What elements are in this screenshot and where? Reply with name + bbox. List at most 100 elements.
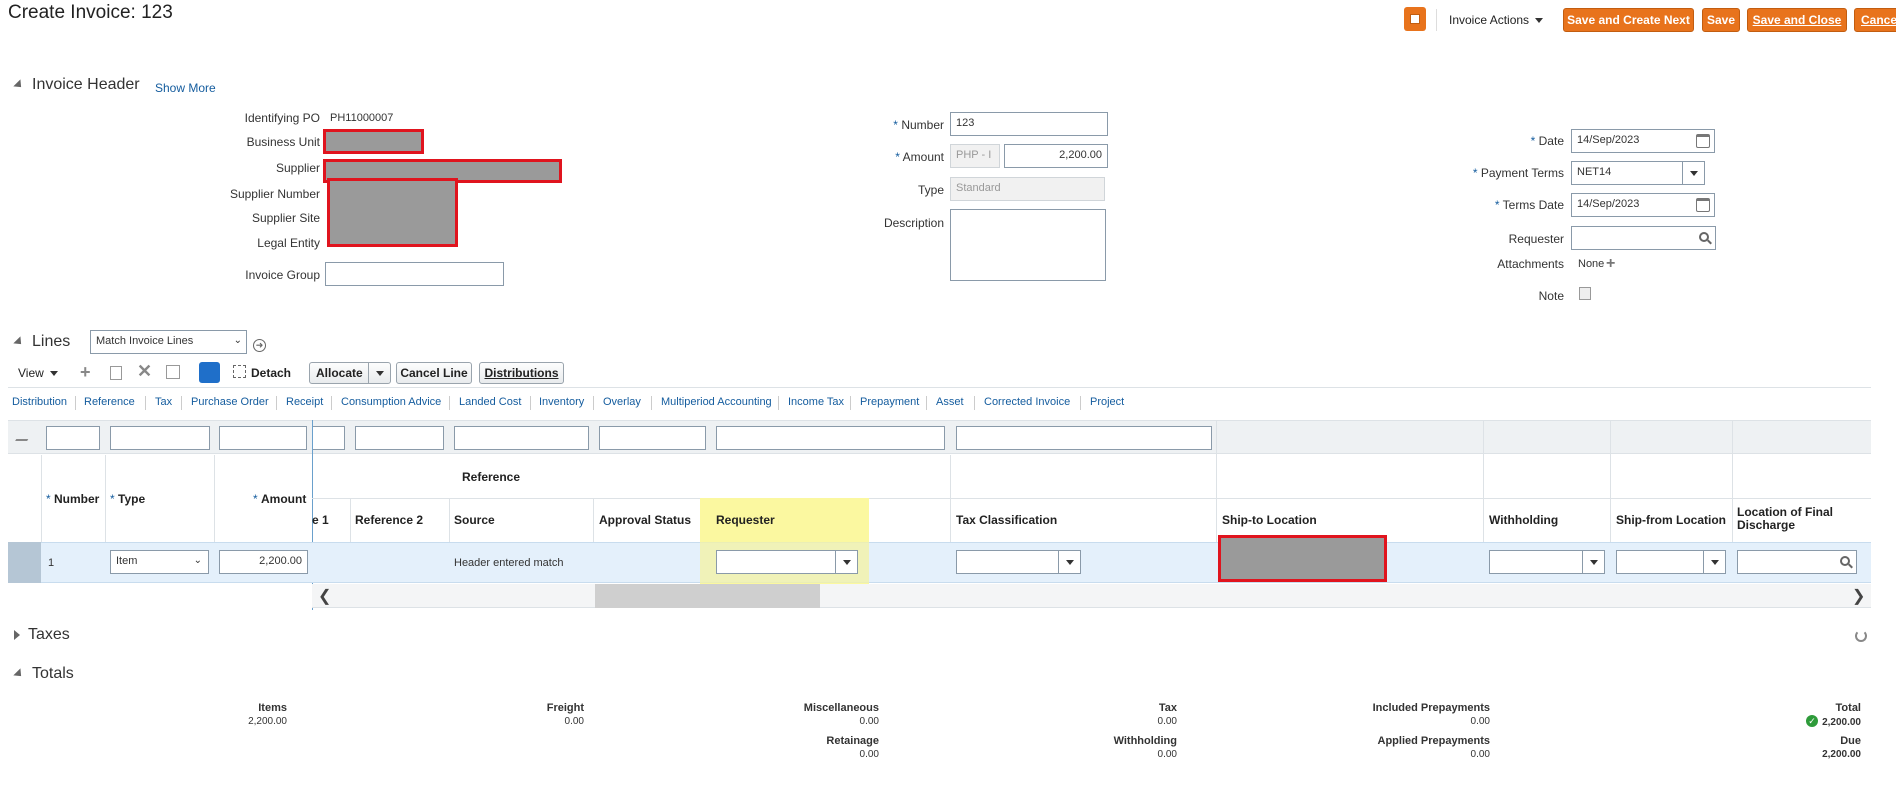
tab-landed-cost[interactable]: Landed Cost — [459, 396, 522, 408]
row-requester-select[interactable] — [716, 550, 858, 574]
invoice-actions-menu[interactable]: Invoice Actions — [1436, 9, 1544, 31]
search-icon[interactable] — [1699, 232, 1709, 242]
date-input[interactable]: 14/Sep/2023 — [1571, 129, 1715, 153]
type-select[interactable]: Standard — [950, 177, 1105, 201]
row-final-discharge-input[interactable] — [1737, 550, 1857, 574]
add-row-icon[interactable]: + — [80, 362, 91, 382]
report-icon-button[interactable] — [1404, 7, 1426, 31]
add-attachment-icon[interactable]: + — [1606, 255, 1616, 272]
tab-reference[interactable]: Reference — [84, 396, 135, 408]
tab-income-tax[interactable]: Income Tax — [788, 396, 845, 408]
filter-type[interactable] — [110, 426, 210, 450]
row-withholding-select[interactable] — [1489, 550, 1605, 574]
delete-icon[interactable]: ✕ — [137, 361, 153, 381]
column-header-tax-classification[interactable]: Tax Classification — [956, 513, 1058, 527]
save-button[interactable]: Save — [1702, 8, 1740, 32]
invoice-header-section-title[interactable]: Invoice Header — [13, 76, 140, 94]
tab-tax[interactable]: Tax — [155, 396, 173, 408]
scrollbar-thumb[interactable] — [595, 584, 820, 608]
row-selector[interactable] — [8, 542, 41, 583]
payment-terms-dropdown-button[interactable] — [1682, 162, 1704, 184]
detach-label[interactable]: Detach — [251, 366, 292, 380]
tab-separator — [276, 396, 277, 410]
show-more-link[interactable]: Show More — [155, 81, 216, 95]
column-header-amount[interactable]: Amount — [253, 492, 306, 506]
save-and-create-next-button[interactable]: Save and Create Next — [1563, 8, 1694, 32]
filter-amount[interactable] — [219, 426, 307, 450]
ship-to-location-redacted[interactable] — [1218, 535, 1387, 582]
filter-reference-1[interactable] — [312, 426, 345, 450]
note-icon[interactable] — [1579, 287, 1591, 300]
tax-classification-dropdown-button[interactable] — [1058, 551, 1080, 573]
freeze-icon[interactable] — [199, 362, 220, 383]
column-header-number[interactable]: Number — [46, 492, 99, 506]
row-amount-input[interactable]: 2,200.00 — [219, 550, 308, 574]
detach-icon[interactable] — [233, 365, 246, 378]
filter-source[interactable] — [454, 426, 589, 450]
scroll-left-icon[interactable]: ❮ — [318, 588, 332, 605]
row-ship-from-select[interactable] — [1616, 550, 1726, 574]
match-lines-select[interactable]: Match Invoice Lines ⌄ — [90, 330, 247, 354]
distributions-button[interactable]: Distributions — [479, 362, 564, 384]
tab-receipt[interactable]: Receipt — [286, 396, 324, 408]
filter-tax-classification[interactable] — [956, 426, 1212, 450]
currency-select[interactable]: PHP - I — [950, 144, 1000, 168]
requester-input[interactable] — [1571, 226, 1716, 250]
filter-approval-status[interactable] — [599, 426, 706, 450]
column-header-ship-from-location[interactable]: Ship-from Location — [1616, 513, 1726, 527]
filter-number[interactable] — [46, 426, 100, 450]
allocate-button[interactable]: Allocate — [309, 362, 391, 384]
description-textarea[interactable] — [950, 209, 1106, 281]
taxes-section-title[interactable]: Taxes — [14, 626, 70, 644]
tab-corrected-invoice[interactable]: Corrected Invoice — [984, 396, 1071, 408]
refresh-icon[interactable] — [1855, 630, 1867, 642]
view-menu[interactable]: View — [18, 366, 58, 380]
column-header-requester[interactable]: Requester — [716, 513, 775, 527]
payment-terms-select[interactable]: NET14 — [1571, 161, 1705, 185]
column-header-reference-1[interactable]: e 1 — [312, 513, 329, 527]
cancel-button[interactable]: Cancel — [1854, 8, 1896, 32]
column-header-final-discharge[interactable]: Location of Final Discharge — [1737, 505, 1833, 532]
go-arrow-icon[interactable]: ➜ — [253, 339, 266, 352]
tab-multiperiod-accounting[interactable]: Multiperiod Accounting — [661, 396, 772, 408]
tab-overlay[interactable]: Overlay — [603, 396, 641, 408]
tab-prepayment[interactable]: Prepayment — [860, 396, 920, 408]
tab-purchase-order[interactable]: Purchase Order — [191, 396, 269, 408]
row-type-select[interactable]: Item ⌄ — [110, 550, 209, 574]
row-tax-classification-select[interactable] — [956, 550, 1081, 574]
search-icon[interactable] — [1840, 556, 1850, 566]
filter-requester[interactable] — [716, 426, 945, 450]
duplicate-icon[interactable] — [110, 366, 122, 380]
withholding-dropdown-button[interactable] — [1582, 551, 1604, 573]
tab-project[interactable]: Project — [1090, 396, 1125, 408]
save-and-close-button[interactable]: Save and Close — [1747, 8, 1847, 32]
column-header-reference-2[interactable]: Reference 2 — [355, 513, 424, 527]
lines-section-title[interactable]: Lines — [13, 333, 70, 351]
ship-from-dropdown-button[interactable] — [1703, 551, 1725, 573]
scroll-right-icon[interactable]: ❯ — [1852, 588, 1866, 605]
column-header-type[interactable]: Type — [110, 492, 145, 506]
business-unit-redacted[interactable] — [323, 129, 424, 154]
column-header-source[interactable]: Source — [454, 513, 495, 527]
column-header-ship-to-location[interactable]: Ship-to Location — [1222, 513, 1317, 527]
allocate-dropdown[interactable] — [368, 363, 390, 383]
column-header-approval-status[interactable]: Approval Status — [599, 513, 692, 527]
number-input[interactable]: 123 — [950, 112, 1108, 136]
amount-input[interactable]: 2,200.00 — [1004, 144, 1108, 168]
terms-date-input[interactable]: 14/Sep/2023 — [1571, 193, 1715, 217]
calendar-icon[interactable] — [1696, 198, 1710, 212]
column-header-withholding[interactable]: Withholding — [1489, 513, 1559, 527]
tab-distribution[interactable]: Distribution — [12, 396, 68, 408]
tab-asset[interactable]: Asset — [936, 396, 964, 408]
cancel-line-button[interactable]: Cancel Line — [396, 362, 472, 384]
horizontal-scrollbar[interactable] — [312, 584, 1871, 608]
totals-section-title[interactable]: Totals — [13, 665, 74, 683]
calendar-icon[interactable] — [1696, 134, 1710, 148]
tab-consumption-advice[interactable]: Consumption Advice — [341, 396, 442, 408]
tab-inventory[interactable]: Inventory — [539, 396, 585, 408]
edit-row-icon[interactable] — [166, 365, 180, 379]
requester-dropdown-button[interactable] — [835, 551, 857, 573]
filter-reference-2[interactable] — [355, 426, 444, 450]
chevron-down-icon — [375, 370, 384, 376]
invoice-group-input[interactable] — [325, 262, 504, 286]
